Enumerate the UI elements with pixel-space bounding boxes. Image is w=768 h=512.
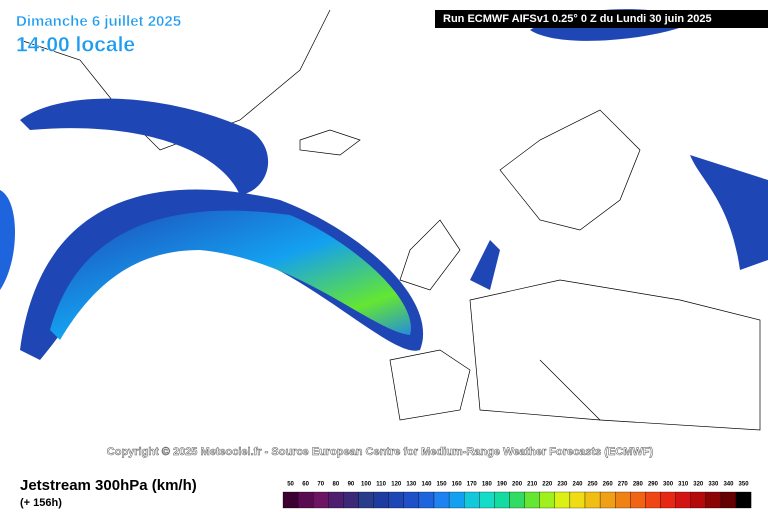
colorbar-cell [705,491,722,509]
colorbar-cell [735,491,752,509]
colorbar-label: 220 [542,482,553,488]
colorbar-cell [554,491,571,509]
colorbar-cell [509,491,525,509]
colorbar-label: 200 [512,482,523,488]
run-info: Run ECMWF AIFSv1 0.25° 0 Z du Lundi 30 j… [443,13,712,25]
colorbar-cell [584,491,601,509]
colorbar-label: 100 [361,482,372,488]
colorbar-cell [358,491,374,509]
colorbar-cell [282,491,299,509]
forecast-date: Dimanche 6 juillet 2025 [16,13,181,30]
colorbar-label: 170 [467,482,478,488]
lead-time: (+ 156h) [20,497,62,509]
colorbar-label: 120 [391,482,402,488]
colorbar-label: 140 [421,482,432,488]
colorbar-cell [433,491,450,509]
colorbar-label: 350 [739,482,750,488]
colorbar-cell [645,491,661,509]
colorbar-label: 280 [633,482,644,488]
colorbar-label: 180 [482,482,493,488]
forecast-time: 14:00 locale [16,34,135,57]
colorbar-cell [720,491,737,509]
run-box [435,10,768,28]
colorbar-cell [690,491,706,509]
colorbar-label: 240 [572,482,583,488]
colorbar-label: 130 [406,482,417,488]
colorbar-label: 290 [648,482,659,488]
colorbar-label: 210 [527,482,538,488]
colorbar-cell [403,491,420,509]
colorbar-label: 50 [287,482,294,488]
colorbar-cell [313,491,329,509]
colorbar-label: 230 [557,482,568,488]
colorbar-label: 160 [452,482,463,488]
colorbar-cell [660,491,676,509]
colorbar-label: 70 [317,482,324,488]
colorbar-label: 300 [663,482,674,488]
colorbar-label: 260 [603,482,614,488]
colorbar-cell [388,491,404,509]
colorbar-label: 250 [588,482,599,488]
colorbar: 50 60 70 80 90 100 110 120 130 140 150 160 170 180 190… [282,482,752,509]
colorbar-cell [343,491,359,509]
colorbar-label: 310 [678,482,689,488]
colorbar-cell [569,491,586,509]
colorbar-label: 80 [333,482,340,488]
colorbar-label: 150 [437,482,448,488]
colorbar-label: 60 [302,482,309,488]
colorbar-label: 90 [348,482,355,488]
colorbar-cell [464,491,480,509]
colorbar-cell [479,491,495,509]
colorbar-label: 330 [708,482,719,488]
colorbar-cell [615,491,631,509]
colorbar-label: 320 [693,482,704,488]
colorbar-label: 110 [376,482,386,488]
colorbar-cell [418,491,435,509]
colorbar-cell [328,491,344,509]
colorbar-cell [494,491,510,509]
colorbar-label: 340 [723,482,734,488]
colorbar-cell [675,491,691,509]
colorbar-cell [539,491,555,509]
colorbar-cell [373,491,389,509]
colorbar-label: 190 [497,482,508,488]
colorbar-cell [524,491,540,509]
colorbar-cell [297,491,314,509]
copyright: Copyright © 2025 Meteociel.fr - Source E… [107,446,654,458]
colorbar-cell [448,491,465,509]
coastlines [19,9,761,431]
colorbar-cell [630,491,646,509]
colorbar-cell [599,491,616,509]
colorbar-label: 270 [618,482,629,488]
product-title: Jetstream 300hPa (km/h) [20,477,197,494]
